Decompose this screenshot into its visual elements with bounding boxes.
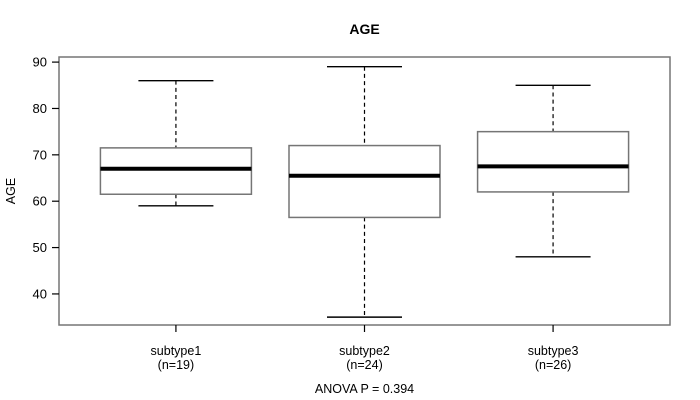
y-axis-tick-label: 90 (33, 55, 47, 70)
y-axis-tick-label: 60 (33, 194, 47, 209)
iqr-box (99, 147, 253, 195)
y-axis-tick-label: 80 (33, 101, 47, 116)
category-label: subtype3 (528, 344, 579, 358)
iqr-box (476, 130, 630, 193)
y-axis-tick-label: 70 (33, 147, 47, 162)
category-label: subtype1 (151, 344, 202, 358)
category-sublabel: (n=26) (535, 358, 571, 372)
category-sublabel: (n=19) (158, 358, 194, 372)
y-axis-tick-label: 50 (33, 240, 47, 255)
anova-p-note: ANOVA P = 0.394 (314, 382, 415, 396)
iqr-box (288, 144, 441, 219)
category-sublabel: (n=24) (346, 358, 382, 372)
y-axis-tick-label: 40 (33, 286, 47, 301)
category-label: subtype2 (339, 344, 390, 358)
chart-title: AGE (349, 21, 380, 37)
